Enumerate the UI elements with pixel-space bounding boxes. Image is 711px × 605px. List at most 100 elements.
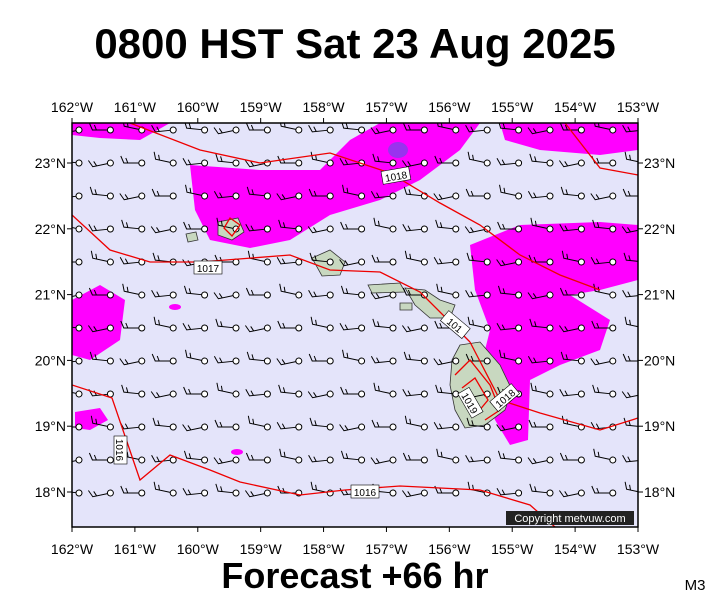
station bbox=[547, 94, 553, 100]
barb-shaft bbox=[277, 90, 296, 99]
wind-barb bbox=[370, 190, 397, 200]
barb-shaft bbox=[150, 226, 171, 234]
lon-label: 157°W bbox=[365, 99, 408, 115]
station bbox=[169, 456, 177, 464]
heavy-rain bbox=[388, 142, 408, 158]
barb-shaft bbox=[308, 353, 328, 362]
wind-barb bbox=[121, 384, 146, 398]
station bbox=[232, 489, 240, 497]
lon-label: 156°W bbox=[428, 541, 471, 557]
station bbox=[201, 489, 209, 497]
station bbox=[577, 324, 585, 332]
station bbox=[201, 192, 209, 200]
barb-shaft bbox=[182, 322, 202, 331]
station bbox=[232, 324, 240, 332]
station bbox=[389, 225, 397, 233]
rain-area bbox=[190, 123, 480, 248]
lat-label: 21°N bbox=[35, 287, 66, 303]
station bbox=[263, 489, 271, 497]
station bbox=[295, 423, 303, 431]
station bbox=[75, 423, 83, 431]
barb-shaft bbox=[561, 86, 580, 97]
barb-shaft bbox=[87, 490, 108, 498]
barb-shaft bbox=[559, 223, 579, 232]
barb-shaft bbox=[497, 221, 516, 230]
barb-shaft bbox=[435, 384, 453, 395]
barb-shaft bbox=[247, 415, 265, 427]
barb-shaft bbox=[373, 382, 391, 394]
station bbox=[326, 291, 334, 299]
station bbox=[420, 357, 428, 365]
station bbox=[358, 192, 366, 200]
wind-barb bbox=[307, 390, 334, 399]
barb-shaft bbox=[499, 184, 516, 196]
wind-barb bbox=[624, 316, 638, 328]
station bbox=[295, 225, 303, 233]
barb-shaft bbox=[340, 386, 359, 395]
station bbox=[106, 192, 114, 200]
barb-shaft bbox=[185, 184, 202, 196]
barb-shaft bbox=[89, 351, 108, 362]
barb-shaft bbox=[622, 454, 638, 463]
barb-shaft bbox=[372, 153, 391, 164]
wind-barb bbox=[89, 186, 114, 200]
wind-barb bbox=[247, 415, 271, 431]
wind-barb bbox=[119, 421, 146, 431]
barb-shaft bbox=[622, 124, 638, 133]
lat-label: 20°N bbox=[35, 352, 66, 368]
station bbox=[138, 159, 146, 167]
lon-label: 153°W bbox=[617, 541, 660, 557]
station bbox=[295, 159, 303, 167]
barb-shaft bbox=[151, 454, 171, 463]
barb-shaft bbox=[559, 452, 579, 461]
station bbox=[295, 258, 303, 266]
barb-shaft bbox=[529, 153, 548, 164]
wind-barb bbox=[72, 456, 83, 465]
barb-shaft bbox=[244, 490, 265, 498]
station bbox=[577, 390, 585, 398]
station bbox=[452, 456, 460, 464]
barb-shaft bbox=[245, 452, 265, 461]
wind-barb bbox=[372, 318, 397, 332]
barb-shaft bbox=[152, 88, 171, 97]
wind-barb bbox=[467, 316, 491, 332]
barb-shaft bbox=[151, 353, 171, 362]
barb-shaft bbox=[402, 223, 422, 232]
station bbox=[169, 390, 177, 398]
barb-shaft bbox=[151, 124, 171, 133]
station bbox=[358, 291, 366, 299]
wind-barb bbox=[528, 419, 554, 431]
wind-barb bbox=[529, 483, 554, 497]
wind-barb bbox=[593, 123, 617, 134]
station bbox=[452, 258, 460, 266]
lon-label: 161°W bbox=[114, 99, 157, 115]
lon-label: 155°W bbox=[491, 99, 534, 115]
station bbox=[326, 324, 334, 332]
station bbox=[515, 489, 523, 497]
station bbox=[138, 324, 146, 332]
lat-label: 21°N bbox=[644, 287, 675, 303]
wind-barb bbox=[433, 357, 460, 366]
wind-barb bbox=[340, 450, 366, 464]
station bbox=[483, 159, 491, 167]
station bbox=[546, 225, 554, 233]
graticule: 162°W 162°W 161°W 161°W 160°W 160°W 159°W 159°W… bbox=[35, 99, 676, 557]
wind-barb bbox=[623, 252, 638, 263]
isobar-value: 1016 bbox=[113, 439, 124, 462]
barb-shaft bbox=[342, 184, 359, 196]
wind-barb bbox=[402, 388, 428, 398]
station bbox=[263, 291, 271, 299]
station bbox=[389, 159, 397, 167]
station bbox=[609, 324, 617, 332]
barb-shaft bbox=[279, 283, 296, 295]
barb-shaft bbox=[215, 483, 234, 494]
wind-barb bbox=[559, 388, 585, 398]
wind-barb bbox=[590, 192, 617, 201]
lon-label: 154°W bbox=[554, 541, 597, 557]
barb-shaft bbox=[310, 316, 328, 328]
station bbox=[263, 324, 271, 332]
isobar bbox=[129, 123, 601, 291]
barb-shaft bbox=[466, 252, 485, 263]
barb-shaft bbox=[90, 415, 108, 427]
wind-barb bbox=[182, 487, 209, 497]
